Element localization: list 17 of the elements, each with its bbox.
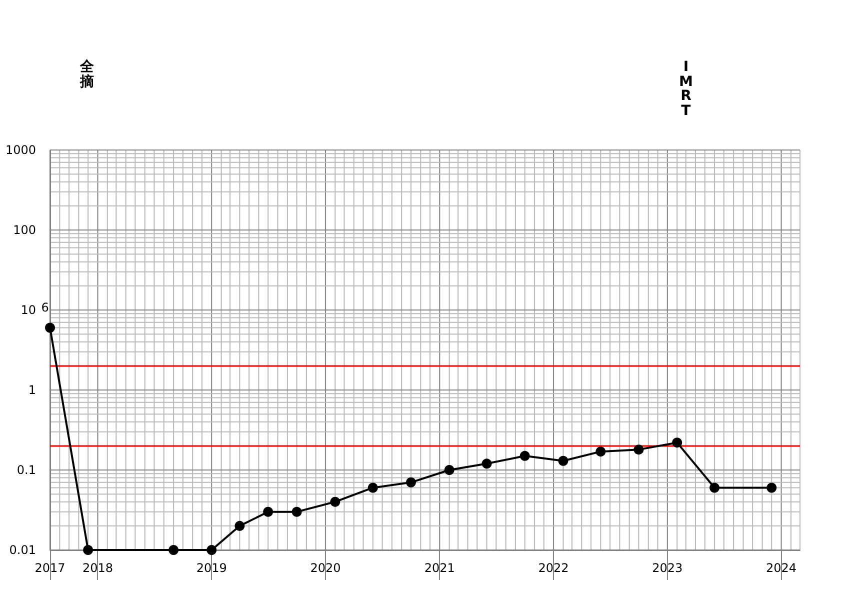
y-tick-label: 0.1: [16, 463, 36, 477]
y-tick-label: 10: [20, 303, 36, 317]
x-tick-label: 2019: [196, 561, 227, 575]
x-tick-label: 2021: [424, 561, 455, 575]
y-tick-label: 1: [28, 383, 36, 397]
x-tick-label: 2017: [34, 561, 66, 575]
y-tick-label: 1000: [5, 143, 36, 157]
x-tick-label: 2022: [538, 561, 569, 575]
data-label: 6: [41, 300, 49, 315]
y-tick-label: 0.01: [9, 543, 36, 557]
x-tick-label: 2018: [82, 561, 114, 575]
x-tick-label: 2020: [310, 561, 341, 575]
y-tick-label: 100: [13, 223, 36, 237]
x-tick-label: 2023: [652, 561, 683, 575]
x-tick-label: 2024: [766, 561, 797, 575]
text: 全摘: [80, 59, 94, 90]
text: IMRT: [679, 59, 693, 120]
